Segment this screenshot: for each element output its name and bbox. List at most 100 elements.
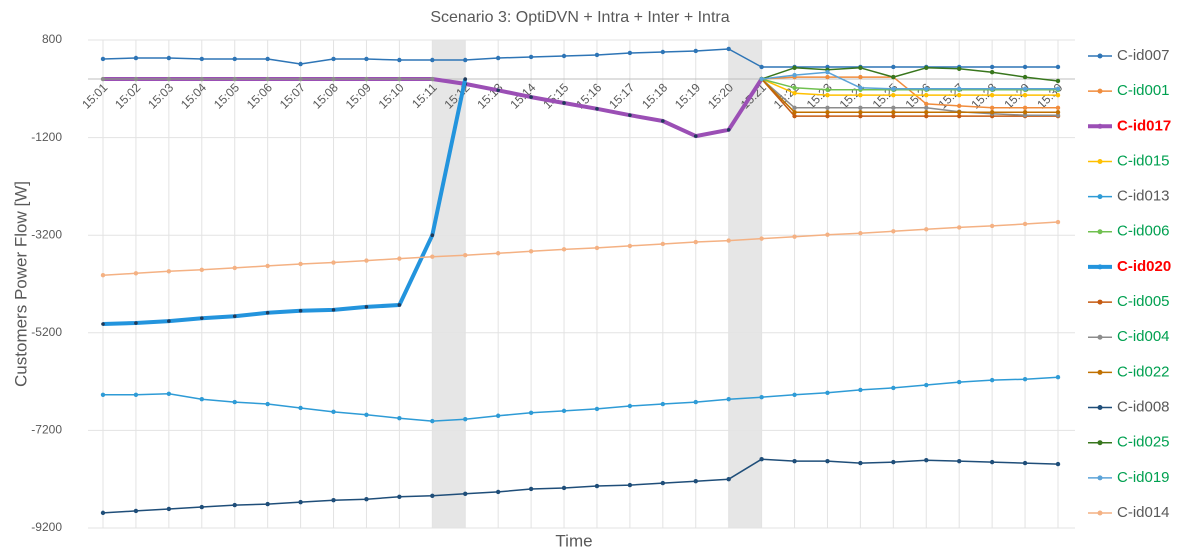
point xyxy=(957,225,962,230)
legend-label: C-id006 xyxy=(1117,223,1170,240)
point xyxy=(166,506,172,512)
point xyxy=(199,267,204,273)
point xyxy=(1022,74,1028,80)
point xyxy=(627,482,633,488)
legend-label: C-id017 xyxy=(1117,117,1171,134)
point xyxy=(364,56,369,62)
point xyxy=(759,395,764,400)
legend-marker xyxy=(1097,158,1103,164)
point xyxy=(463,77,468,81)
point xyxy=(100,76,106,82)
point xyxy=(627,50,633,56)
series-line xyxy=(761,78,1058,96)
y-tick-label: 800 xyxy=(42,32,62,46)
point xyxy=(825,110,830,115)
point xyxy=(561,485,567,491)
x-tick-label: 15:18 xyxy=(639,80,670,111)
point xyxy=(792,234,797,239)
legend-label: C-id005 xyxy=(1117,293,1170,310)
point xyxy=(957,458,962,464)
y-axis-label: Customers Power Flow [W] xyxy=(11,181,30,387)
point xyxy=(265,310,270,315)
point xyxy=(331,76,336,82)
point xyxy=(924,382,929,388)
point xyxy=(232,76,237,82)
point xyxy=(1022,460,1028,466)
point xyxy=(167,319,171,323)
point xyxy=(298,261,303,267)
point xyxy=(891,110,896,115)
point xyxy=(594,52,600,58)
point xyxy=(957,110,962,115)
point xyxy=(1055,219,1061,225)
x-tick-label: 15:01 xyxy=(79,80,110,111)
point xyxy=(463,491,468,497)
legend-marker xyxy=(1097,264,1103,270)
point xyxy=(232,56,237,62)
point xyxy=(858,110,863,115)
x-tick-label: 15:05 xyxy=(211,80,242,111)
point xyxy=(298,61,303,67)
point xyxy=(1022,110,1028,115)
point xyxy=(1022,105,1028,111)
point xyxy=(100,273,106,278)
point xyxy=(397,494,402,499)
point xyxy=(1055,92,1061,98)
legend-marker xyxy=(1097,299,1103,305)
point xyxy=(364,412,369,417)
legend-marker xyxy=(1097,123,1103,129)
point xyxy=(594,245,600,251)
point xyxy=(133,508,139,514)
point xyxy=(1055,78,1061,84)
legend-marker xyxy=(1097,440,1103,446)
point xyxy=(528,249,534,254)
point xyxy=(825,458,830,464)
point xyxy=(561,247,567,252)
legend-label: C-id015 xyxy=(1117,152,1170,169)
series-line xyxy=(761,67,1059,82)
point xyxy=(989,70,995,75)
point xyxy=(759,236,764,241)
x-tick-label: 15:04 xyxy=(178,80,209,111)
x-axis-label: Time xyxy=(555,531,592,550)
x-tick-label: 15:15 xyxy=(540,80,571,111)
x-tick-label: 15:10 xyxy=(376,80,407,111)
series-line xyxy=(103,376,1059,422)
point xyxy=(628,113,632,117)
legend-marker xyxy=(1097,88,1103,94)
point xyxy=(891,64,896,70)
point xyxy=(891,113,896,119)
point xyxy=(858,65,863,71)
point xyxy=(495,413,501,418)
point xyxy=(232,314,237,319)
point xyxy=(891,105,896,111)
legend-label: C-id007 xyxy=(1117,47,1170,64)
series-line xyxy=(102,458,1059,514)
point xyxy=(957,86,962,92)
point xyxy=(891,74,896,80)
x-tick-label: 15:06 xyxy=(244,80,275,111)
y-tick-label: -7200 xyxy=(31,423,62,437)
point xyxy=(100,56,106,62)
point xyxy=(397,303,402,307)
point xyxy=(792,65,797,71)
point xyxy=(529,95,533,99)
point xyxy=(495,55,501,61)
point xyxy=(265,401,270,407)
x-tick-label: 15:03 xyxy=(145,80,176,111)
point xyxy=(726,46,731,52)
point xyxy=(397,57,402,63)
point xyxy=(858,387,863,393)
x-tick-label: 15:26 xyxy=(903,80,934,111)
series-line xyxy=(761,78,1058,91)
y-tick-label: -9200 xyxy=(31,520,62,534)
legend-marker xyxy=(1097,475,1103,481)
point xyxy=(298,309,303,313)
point xyxy=(101,322,105,326)
point xyxy=(594,406,600,412)
point xyxy=(199,76,204,82)
point xyxy=(858,85,863,91)
x-tick-label: 15:23 xyxy=(804,80,835,111)
series-line xyxy=(761,78,1058,113)
